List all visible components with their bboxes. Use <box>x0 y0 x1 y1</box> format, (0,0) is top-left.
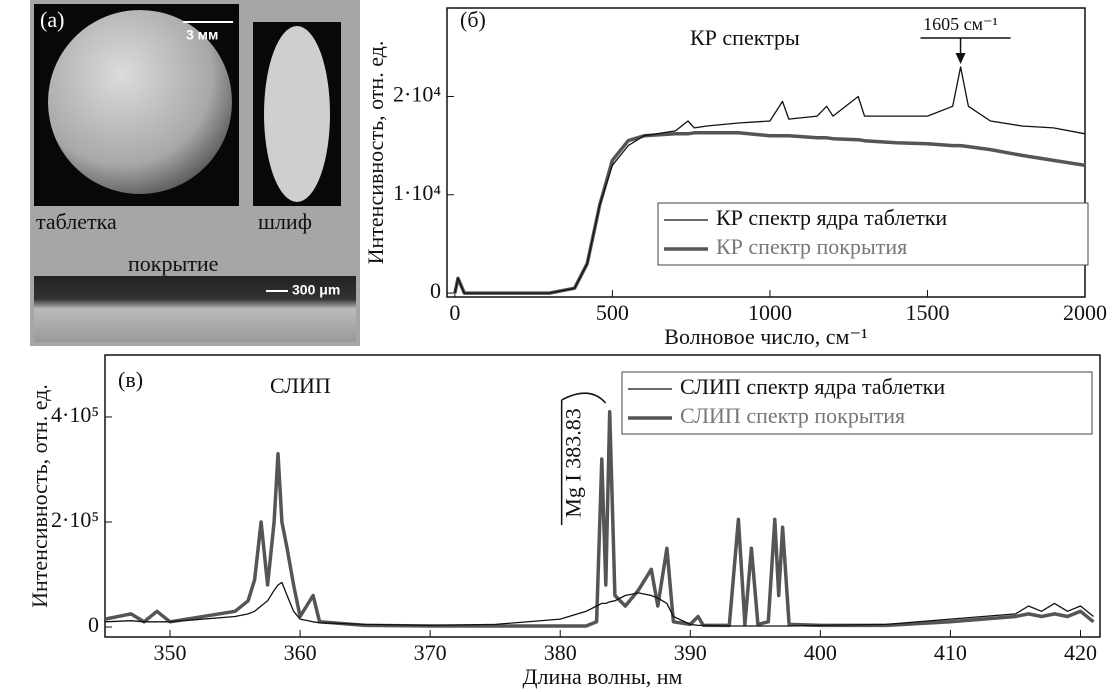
panel-label: (б) <box>460 7 486 32</box>
x-tick-label: 350 <box>154 640 187 665</box>
annotation-arrow <box>561 392 607 404</box>
caption: шлиф <box>258 209 312 234</box>
panel-label: (а) <box>40 7 64 32</box>
x-tick-label: 1000 <box>748 300 792 325</box>
y-tick-label: 2·10⁵ <box>51 507 99 532</box>
plot-frame <box>104 354 1101 638</box>
series-line <box>454 66 1086 294</box>
x-tick-label: 410 <box>934 640 967 665</box>
x-tick-label: 370 <box>414 640 447 665</box>
x-tick-label: 420 <box>1064 640 1097 665</box>
y-tick-label: 4·10⁵ <box>51 402 99 427</box>
x-tick-label: 390 <box>674 640 707 665</box>
y-tick-label: 1·10⁴ <box>393 180 441 205</box>
plot-frame <box>446 7 1086 298</box>
chart-title: СЛИП <box>270 373 331 398</box>
x-axis-label: Волновое число, см⁻¹ <box>664 324 867 349</box>
x-tick-label: 360 <box>284 640 317 665</box>
series-line <box>104 581 1094 627</box>
y-axis-label: Интенсивность, отн. ед. <box>27 384 52 608</box>
panel-label: (в) <box>118 367 143 392</box>
y-tick-label: 0 <box>430 278 441 303</box>
y-axis-label: Интенсивность, отн. ед. <box>363 41 388 265</box>
legend-label: СЛИП спектр ядра таблетки <box>680 374 945 399</box>
series-line <box>104 409 1095 628</box>
x-tick-label: 1500 <box>905 300 949 325</box>
scale-label: 300 μm <box>292 282 340 298</box>
legend-label: КР спектр покрытия <box>716 234 907 259</box>
caption: покрытие <box>128 251 218 276</box>
x-tick-label: 2000 <box>1063 300 1107 325</box>
section-image <box>264 26 330 202</box>
caption: таблетка <box>36 209 117 234</box>
photo-coating <box>34 276 356 342</box>
chart-title: КР спектры <box>690 25 800 50</box>
photo-panel: (а) 3 мм таблетка шлиф покрытие 300 μm <box>30 0 360 346</box>
tablet-image <box>48 10 232 194</box>
scale-label: 3 мм <box>186 27 218 43</box>
legend-label: СЛИП спектр покрытия <box>680 403 905 428</box>
legend-box <box>657 202 1089 266</box>
x-tick-label: 0 <box>449 300 460 325</box>
annotation: Mg I 383.83 <box>561 408 586 517</box>
x-tick-label: 380 <box>544 640 577 665</box>
arrow-head <box>955 52 966 64</box>
annotation: 1605 см⁻¹ <box>923 14 998 34</box>
x-tick-label: 500 <box>596 300 629 325</box>
legend-label: КР спектр ядра таблетки <box>716 205 947 230</box>
y-tick-label: 0 <box>88 612 99 637</box>
x-tick-label: 400 <box>804 640 837 665</box>
y-tick-label: 2·10⁴ <box>393 82 441 107</box>
x-axis-label: Длина волны, нм <box>523 664 683 689</box>
legend-box <box>621 371 1093 435</box>
